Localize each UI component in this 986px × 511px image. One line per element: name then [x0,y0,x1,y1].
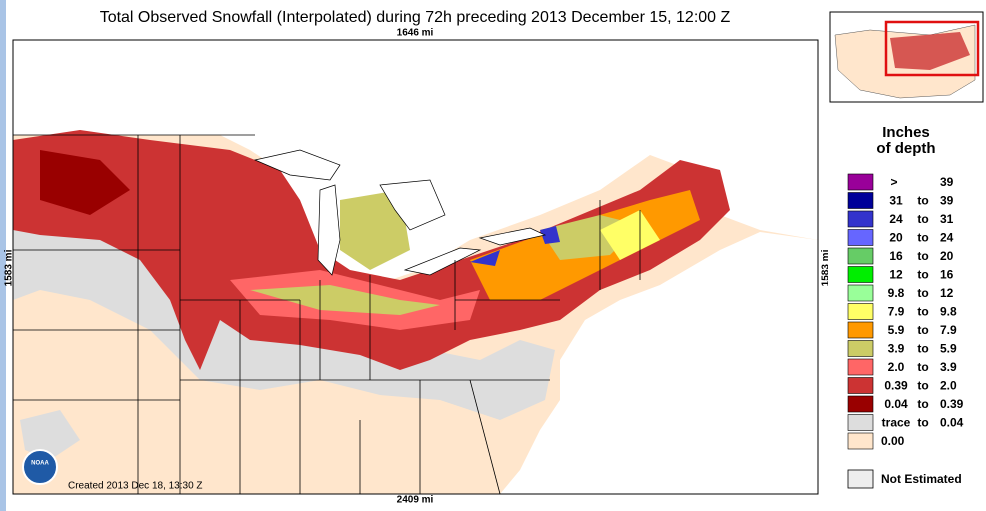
title: Total Observed Snowfall (Interpolated) d… [100,9,731,26]
legend-label: 31 [940,212,954,226]
lake-erie [403,247,482,276]
legend-label: 7.9 [888,305,905,319]
lake-ontario [478,227,547,246]
left-distance: 1583 mi [4,249,15,286]
legend-label: 5.9 [940,342,957,356]
lake-huron [379,179,446,231]
legend-label: to [917,397,928,411]
legend-label: to [917,342,928,356]
legend-label: Not Estimated [881,472,962,486]
legend-label: 3.9 [888,342,905,356]
legend-label: 39 [940,194,954,208]
legend-label: 3.9 [940,360,957,374]
legend: Inches of depth >39 31 to 39 24 to 31 20 to 24 16 t… [828,108,986,511]
legend-label: 5.9 [888,323,905,337]
legend-label: to [917,379,928,393]
window-edge [0,0,6,511]
legend-title: of depth [876,140,935,157]
legend-swatch [847,210,874,228]
snow-patch [470,250,500,266]
legend-label: 31 [889,194,903,208]
legend-label: 0.04 [884,397,908,411]
legend-label: 12 [889,268,903,282]
lake-superior [253,149,341,181]
legend-label: 9.8 [940,305,957,319]
snow-patch [250,285,440,315]
snow-patch [540,226,560,244]
trace-zone [20,410,80,460]
legend-label: to [917,416,928,430]
legend-label: to [917,249,928,263]
legend-label: 0.39 [940,397,964,411]
snow-patch [340,190,410,270]
noaa-logo-text: NOAA [31,461,49,467]
legend-swatch [847,469,874,489]
legend-label: to [917,231,928,245]
legend-label: 24 [940,231,954,245]
legend-label: 2.0 [940,379,957,393]
legend-swatch [847,266,874,283]
legend-label: to [917,268,928,282]
legend-label: 0.00 [881,434,905,448]
legend-label: to [917,323,928,337]
legend-swatch [847,414,874,431]
inset-map [829,11,984,103]
snow-heavy-patch [40,150,130,215]
legend-label: 12 [940,286,954,300]
snow-band [13,130,730,370]
legend-title: Inches [882,124,930,141]
legend-label: 0.39 [884,379,908,393]
legend-swatch [847,192,874,209]
right-distance: 1583 mi [821,249,832,286]
legend-label: trace [882,416,911,430]
snow-patch [600,210,660,260]
legend-swatch [847,284,874,302]
top-distance: 1646 mi [397,28,434,39]
lake-michigan [317,184,341,276]
legend-label: 2.0 [888,360,905,374]
legend-swatch [847,432,874,450]
legend-label: 20 [940,249,954,263]
legend-swatch [847,321,874,339]
legend-label: 20 [889,231,903,245]
legend-swatch [847,340,874,357]
legend-swatch [847,377,874,394]
legend-label: 16 [940,268,954,282]
ocean [500,232,818,494]
legend-swatch [847,303,874,320]
legend-swatch [847,229,874,246]
map-frame [12,39,819,495]
legend-label: to [917,212,928,226]
legend-label: to [917,360,928,374]
created-time: Created 2013 Dec 18, 13:30 Z [68,481,203,492]
noaa-logo [22,449,58,485]
legend-swatch [847,358,874,376]
legend-label: 0.04 [940,416,964,430]
inset-highlight [884,20,980,77]
legend-swatch [847,173,874,191]
legend-swatch [847,395,874,413]
legend-label: to [917,286,928,300]
map: NOAA Created 2013 Dec 18, 13:30 Z [12,39,819,495]
legend-label: 39 [940,175,954,189]
legend-label: 16 [889,249,903,263]
legend-label: 24 [889,212,903,226]
legend-label: > [890,175,897,189]
canada [13,40,818,280]
legend-label: to [917,305,928,319]
inset-snow [890,32,970,70]
legend-label: to [917,194,928,208]
legend-label: 7.9 [940,323,957,337]
borders [13,134,641,495]
bottom-distance: 2409 mi [397,495,434,506]
legend-swatch [847,247,874,265]
legend-label: 9.8 [888,286,905,300]
